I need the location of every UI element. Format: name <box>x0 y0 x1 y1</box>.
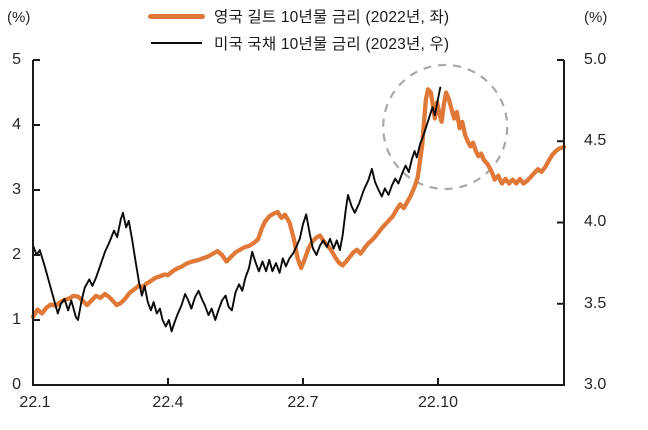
legend-label-uk-gilt: 영국 길트 10년물 금리 (2022년, 좌) <box>214 9 450 26</box>
legend: 영국 길트 10년물 금리 (2022년, 좌) 미국 국채 10년물 금리 (… <box>148 5 449 54</box>
us-treasury-line-swatch <box>151 41 202 45</box>
left-axis-tick-label-0: 0 <box>12 376 21 393</box>
left-axis-tick-label-4: 4 <box>12 116 21 133</box>
legend-label-us-treasury: 미국 국채 10년물 금리 (2023년, 우) <box>214 36 450 53</box>
right-axis-tick-label-4-5: 4.5 <box>584 132 607 149</box>
axes-frame <box>32 60 565 386</box>
x-axis-tick-label-22-10: 22.10 <box>417 394 459 411</box>
right-axis-unit-label: (%) <box>584 9 608 26</box>
left-axis-tick-label-5: 5 <box>12 51 21 68</box>
x-axis-tick-label-22-4: 22.4 <box>152 394 184 411</box>
legend-item-us-treasury: 미국 국채 10년물 금리 (2023년, 우) <box>148 32 449 54</box>
x-axis-tick-label-22-7: 22.7 <box>287 394 319 411</box>
left-axis-tick-label-3: 3 <box>12 181 21 198</box>
legend-item-uk-gilt: 영국 길트 10년물 금리 (2022년, 좌) <box>148 5 449 27</box>
x-axis-tick-label-22-1: 22.1 <box>19 394 51 411</box>
us-treasury-series-line <box>32 86 442 333</box>
right-axis-tick-label-5-0: 5.0 <box>584 51 607 68</box>
left-axis-tick-label-2: 2 <box>12 246 21 263</box>
uk-gilt-line-swatch <box>148 13 205 19</box>
right-axis-tick-label-3-0: 3.0 <box>584 376 607 393</box>
right-axis-tick-label-3-5: 3.5 <box>584 295 607 312</box>
uk-gilt-series-line <box>30 87 567 319</box>
left-axis-unit-label: (%) <box>7 9 31 26</box>
peak-highlight-circle <box>382 63 509 191</box>
right-axis-tick-label-4-0: 4.0 <box>584 213 607 230</box>
left-axis-tick-label-1: 1 <box>12 311 21 328</box>
